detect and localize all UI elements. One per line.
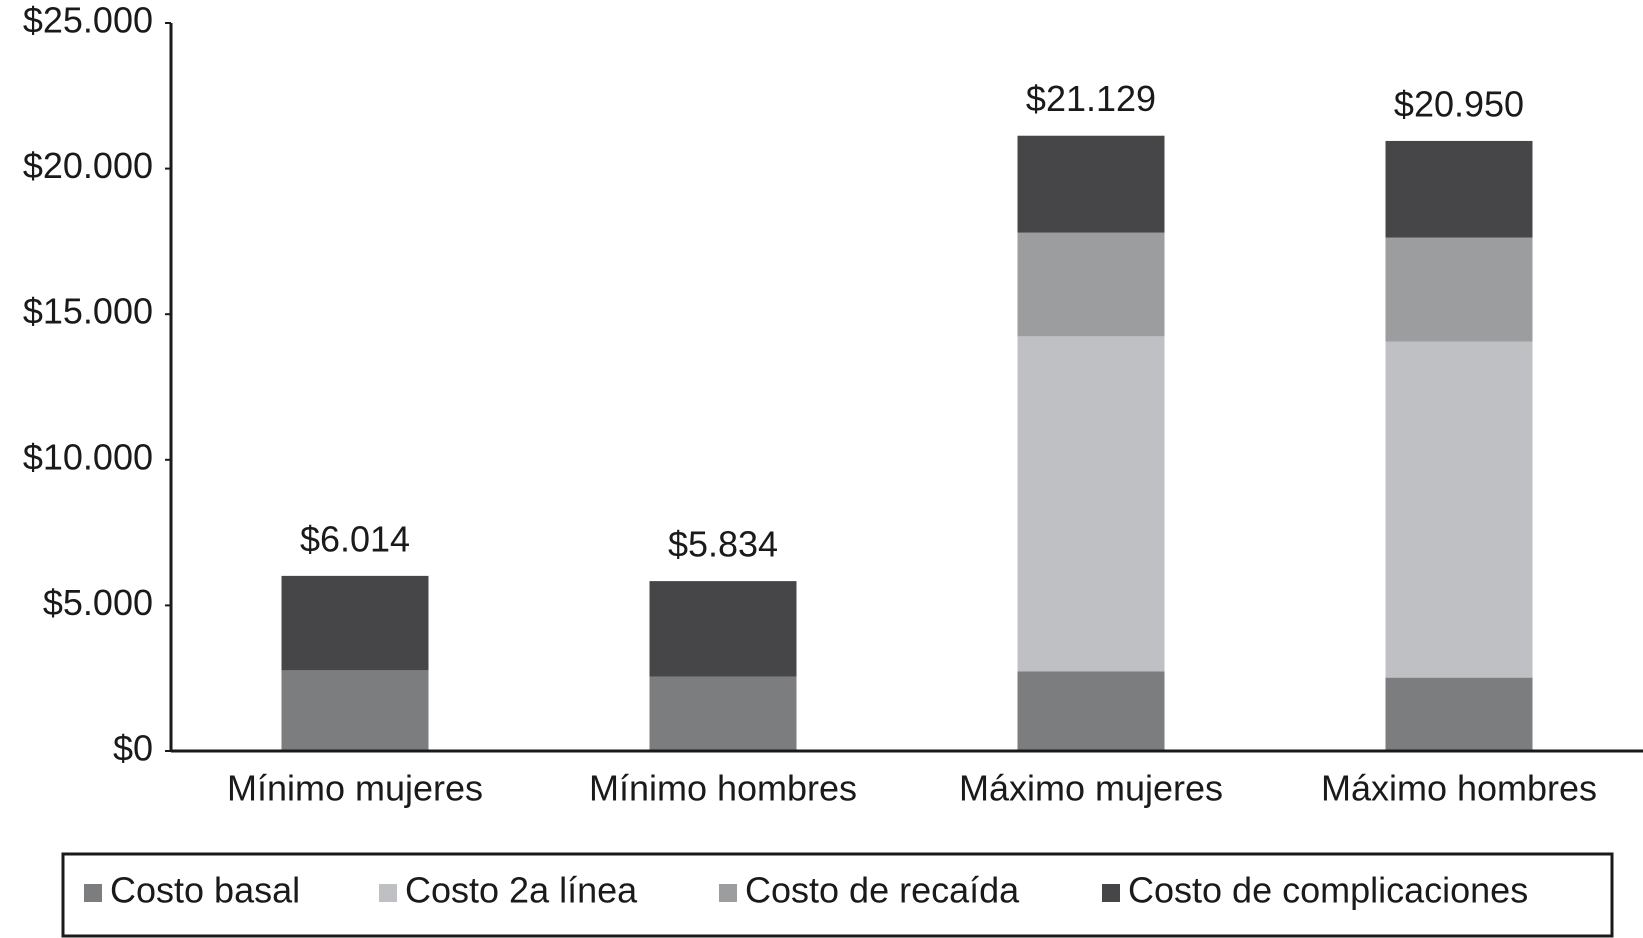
bar-segment <box>281 575 429 671</box>
x-tick-label: Mínimo hombres <box>589 768 857 809</box>
legend-marker <box>1102 884 1120 902</box>
bar-segment <box>1385 140 1533 238</box>
legend-label: Costo basal <box>110 870 300 911</box>
legend-label: Costo 2a línea <box>405 870 638 911</box>
bar-segment <box>1017 135 1165 233</box>
legend-label: Costo de complicaciones <box>1128 870 1528 911</box>
bar-segment <box>1017 232 1165 337</box>
y-tick-label: $10.000 <box>23 436 153 477</box>
total-label: $5.834 <box>668 524 778 565</box>
x-tick-label: Máximo mujeres <box>959 768 1223 809</box>
bar-segment <box>649 581 797 677</box>
legend-marker <box>719 884 737 902</box>
bar-segment <box>1017 336 1165 672</box>
total-label: $21.129 <box>1026 78 1156 119</box>
bar-segment <box>649 676 797 751</box>
bar-segment <box>1385 237 1533 342</box>
total-label: $6.014 <box>300 518 410 559</box>
bar-segment <box>281 670 429 751</box>
y-tick-label: $5.000 <box>43 582 153 623</box>
bar-segment <box>1017 671 1165 751</box>
x-tick-label: Mínimo mujeres <box>227 768 483 809</box>
y-tick-label: $15.000 <box>23 291 153 332</box>
legend-marker <box>84 884 102 902</box>
y-tick-label: $0 <box>113 728 153 769</box>
legend-marker <box>379 884 397 902</box>
bar-segment <box>1385 677 1533 751</box>
bar-segment <box>1385 341 1533 678</box>
y-tick-label: $25.000 <box>23 0 153 41</box>
x-tick-label: Máximo hombres <box>1321 768 1597 809</box>
legend-box <box>61 852 1614 938</box>
legend-label: Costo de recaída <box>745 870 1020 911</box>
total-label: $20.950 <box>1394 83 1524 124</box>
y-tick-label: $20.000 <box>23 145 153 186</box>
